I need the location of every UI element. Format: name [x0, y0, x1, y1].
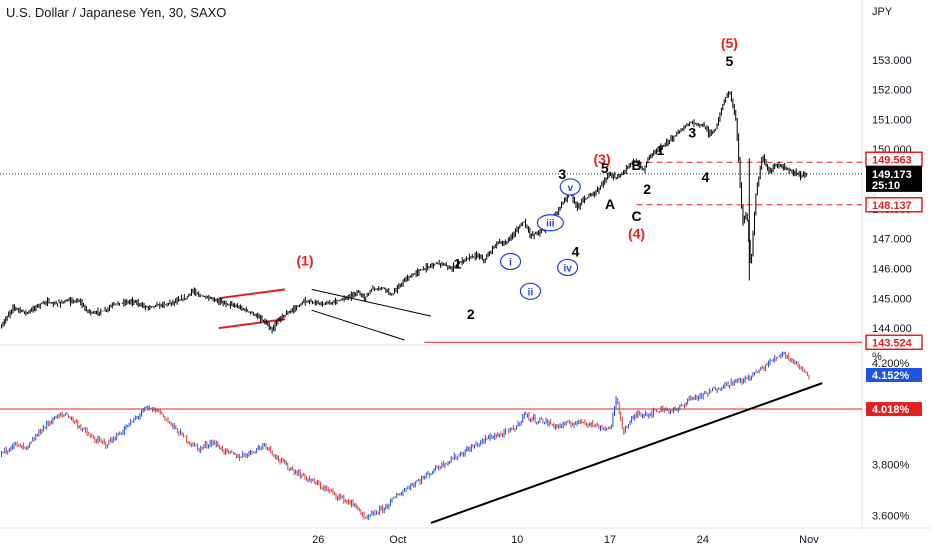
price-tick-label: 147.000 — [872, 234, 912, 246]
last-price-tag — [866, 165, 922, 192]
trend-and-channel-lines — [218, 288, 823, 524]
time-tick-label: 26 — [312, 534, 324, 546]
wave-label: 1 — [454, 255, 462, 271]
time-tick-label: 17 — [604, 534, 616, 546]
wave-label: iii — [546, 219, 555, 230]
chart-title: U.S. Dollar / Japanese Yen, 30, SAXO — [6, 5, 226, 20]
wave-circle — [556, 258, 579, 277]
wave-label: (5) — [721, 35, 738, 51]
wave-label: (1) — [296, 252, 313, 268]
wave-label: B — [631, 157, 641, 173]
wave-label: v — [567, 183, 573, 194]
price-bars — [0, 91, 807, 334]
axis-price-tags: 149.563149.17325:10148.137143.5244.152%4… — [865, 151, 923, 417]
price-level-tag — [865, 197, 923, 213]
yield-level-tag — [866, 367, 922, 382]
price-level-label: 148.137 — [872, 200, 912, 212]
time-tick-label: 10 — [511, 534, 523, 546]
yield-trendline — [430, 382, 823, 524]
wave-label: 4 — [572, 244, 580, 260]
price-tick-label: 145.000 — [872, 293, 912, 305]
wave-label: iv — [563, 263, 572, 274]
price-level-label: 149.563 — [872, 154, 912, 166]
wave-label: 3 — [558, 166, 566, 182]
channel-line — [218, 288, 286, 300]
wave-label: 5 — [601, 160, 609, 176]
last-price-label: 149.173 — [872, 169, 912, 181]
yield-tick-label: 3.600% — [872, 510, 910, 522]
price-tick-label: 151.000 — [872, 114, 912, 126]
wave-label: ii — [528, 287, 534, 298]
wave-circle — [519, 282, 542, 300]
wave-circle — [559, 178, 581, 196]
wave-label: i — [509, 257, 512, 268]
yield-level-label: 4.018% — [872, 404, 910, 416]
wave-label: 2 — [643, 181, 651, 197]
yield-bars — [1, 351, 810, 521]
yield-level-label: 4.152% — [872, 370, 910, 382]
time-tick-label: Nov — [799, 534, 819, 546]
wave-circle — [536, 214, 564, 232]
price-tick-label: 152.000 — [872, 85, 912, 97]
yield-tick-label: 4.200% — [872, 358, 910, 370]
countdown-label: 25:10 — [872, 180, 900, 192]
wave-label: A — [605, 196, 615, 212]
percent-unit-label: % — [872, 351, 882, 363]
price-tick-label: 146.000 — [872, 263, 912, 275]
time-tick-label: 24 — [697, 534, 709, 546]
time-tick-label: Oct — [389, 534, 406, 546]
wave-label: (3) — [594, 151, 611, 167]
wave-circle — [499, 252, 522, 271]
wave-label: C — [631, 208, 641, 224]
wave-label: (4) — [628, 226, 645, 242]
price-level-label: 143.524 — [872, 337, 913, 349]
wave-label: 5 — [725, 53, 733, 69]
wave-label: 4 — [702, 169, 710, 185]
currency-label: JPY — [872, 6, 893, 18]
price-tick-label: 144.000 — [872, 323, 912, 335]
yield-tick-label: 3.800% — [872, 459, 910, 471]
level-lines — [0, 161, 862, 410]
wave-label: 1 — [657, 142, 665, 158]
channel-line — [311, 309, 405, 341]
channel-line — [218, 318, 286, 330]
axis-ticks: 153.000152.000151.000150.000149.000148.0… — [312, 55, 912, 546]
price-tick-label: 153.000 — [872, 55, 912, 67]
channel-line — [311, 288, 432, 317]
price-level-tag — [865, 334, 923, 351]
wave-label: 2 — [467, 306, 475, 322]
wave-label: 3 — [688, 124, 696, 140]
yield-level-tag — [866, 402, 922, 417]
